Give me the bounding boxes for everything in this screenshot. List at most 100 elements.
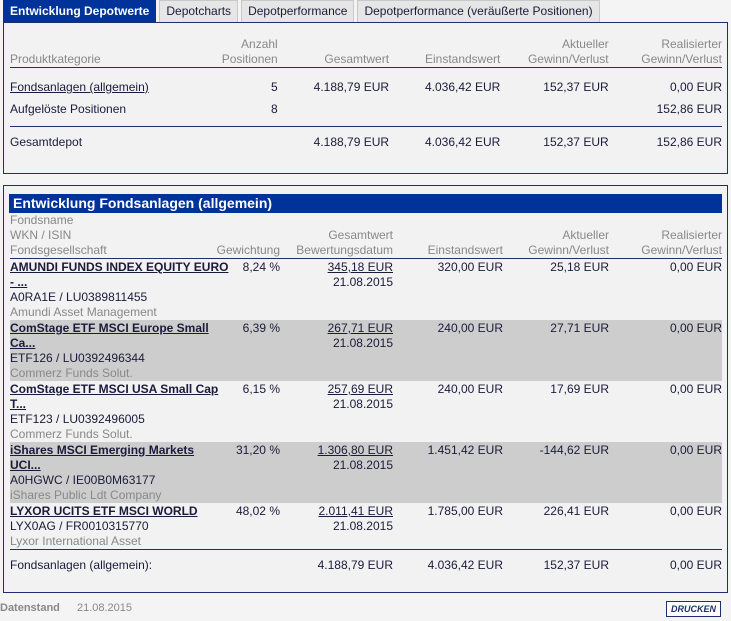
fund-wkn-isin: A0HGWC / IE00B0M63177	[10, 473, 156, 487]
tab-entwicklung-depotwerte[interactable]: Entwicklung Depotwerte	[3, 0, 157, 22]
fund-einstandswert: 320,00 EUR	[437, 260, 503, 274]
fund-company: Amundi Asset Management	[10, 305, 157, 319]
fund-row: iShares MSCI Emerging Markets UCI... A0HG…	[10, 442, 722, 503]
fund-aktuell: 226,41 EUR	[543, 504, 609, 518]
fund-gesamtwert-cell: 345,18 EUR 21.08.2015	[280, 259, 393, 321]
fund-gesamtwert-link[interactable]: 345,18 EUR	[327, 260, 393, 274]
cell-einstandswert	[389, 102, 500, 126]
fund-real: 0,00 EUR	[669, 382, 722, 396]
cell-anzahl: 8	[271, 102, 278, 116]
header-realisierter: Realisierter Gewinn/Verlust	[641, 228, 722, 257]
fund-datum: 21.08.2015	[332, 519, 393, 533]
fund-aktuell: -144,62 EUR	[539, 443, 609, 457]
print-button[interactable]: DRUCKEN	[666, 601, 721, 617]
fund-name-link[interactable]: ComStage ETF MSCI Europe Small Ca...	[10, 321, 209, 350]
link-fondsanlagen[interactable]: Fondsanlagen (allgemein)	[10, 80, 149, 94]
funds-table: Fondsname WKN / ISIN Fondsgesellschaft Gew…	[10, 213, 722, 572]
total-einstandswert: 4.036,42 EUR	[424, 134, 501, 149]
header-produktkategorie: Produktkategorie	[10, 52, 101, 66]
total-einstandswert: 4.036,42 EUR	[427, 558, 503, 572]
fund-gewichtung: 6,39 %	[242, 321, 280, 335]
fund-info: AMUNDI FUNDS INDEX EQUITY EURO - ... A0RA…	[10, 259, 228, 321]
fund-einstandswert: 240,00 EUR	[437, 382, 503, 396]
fund-company: Commerz Funds Solut.	[10, 366, 133, 380]
total-gesamtwert: 4.188,79 EUR	[313, 134, 390, 149]
total-real: 152,86 EUR	[656, 134, 722, 149]
fund-name-link[interactable]: ComStage ETF MSCI USA Small Cap T...	[10, 382, 219, 411]
fund-row: LYXOR UCITS ETF MSCI WORLD LYX0AG / FR00…	[10, 503, 722, 550]
fund-gewichtung: 48,02 %	[235, 504, 280, 518]
total-gesamtwert: 4.188,79 EUR	[317, 558, 393, 572]
fund-company: iShares Public Ldt Company	[10, 488, 162, 502]
fund-gewichtung: 8,24 %	[242, 260, 280, 274]
fund-datum: 21.08.2015	[332, 336, 393, 350]
header-anzahl: Anzahl Positionen	[221, 37, 278, 66]
fund-gesamtwert-link[interactable]: 2.011,41 EUR	[318, 504, 394, 518]
fund-row: ComStage ETF MSCI Europe Small Ca... ETF1…	[10, 320, 722, 381]
overview-table: Produktkategorie Anzahl Positionen Gesamt…	[10, 37, 722, 149]
footer: Datenstand 21.08.2015	[0, 602, 132, 614]
fund-gesamtwert-link[interactable]: 1.306,80 EUR	[317, 443, 393, 457]
cell-gesamtwert: 4.188,79 EUR	[313, 80, 390, 94]
fund-name-link[interactable]: AMUNDI FUNDS INDEX EQUITY EURO - ...	[10, 260, 229, 289]
overview-panel: Produktkategorie Anzahl Positionen Gesamt…	[3, 22, 728, 174]
funds-header: Fondsname WKN / ISIN Fondsgesellschaft Gew…	[10, 213, 722, 259]
fund-info: ComStage ETF MSCI USA Small Cap T... ETF1…	[10, 381, 218, 442]
fund-row: AMUNDI FUNDS INDEX EQUITY EURO - ... A0RA…	[10, 258, 722, 321]
fund-real: 0,00 EUR	[669, 504, 722, 518]
header-realisierter: Realisierter Gewinn/Verlust	[641, 37, 722, 66]
fund-aktuell: 17,69 EUR	[550, 382, 609, 396]
cell-anzahl: 5	[271, 80, 278, 94]
fund-gesamtwert-cell: 267,71 EUR 21.08.2015	[280, 320, 393, 381]
funds-title: Entwicklung Fondsanlagen (allgemein)	[9, 194, 722, 213]
header-gesamtwert: Gesamtwert Bewertungsdatum	[296, 228, 393, 257]
header-aktueller: Aktueller Gewinn/Verlust	[527, 37, 609, 66]
fund-info: LYXOR UCITS ETF MSCI WORLD LYX0AG / FR00…	[10, 503, 210, 550]
total-real: 0,00 EUR	[669, 558, 722, 572]
fund-wkn-isin: ETF126 / LU0392496344	[10, 351, 145, 365]
fund-gesamtwert-cell: 1.306,80 EUR 21.08.2015	[280, 442, 393, 503]
cell-einstandswert: 4.036,42 EUR	[424, 80, 501, 94]
total-aktuell: 152,37 EUR	[543, 134, 609, 149]
cell-real: 152,86 EUR	[656, 102, 722, 116]
fund-real: 0,00 EUR	[669, 321, 722, 335]
tab-depotcharts[interactable]: Depotcharts	[159, 0, 239, 22]
fund-aktuell: 27,71 EUR	[550, 321, 609, 335]
total-aktuell: 152,37 EUR	[543, 558, 609, 572]
fund-einstandswert: 240,00 EUR	[437, 321, 503, 335]
fund-wkn-isin: ETF123 / LU0392496005	[10, 412, 145, 426]
fund-wkn-isin: LYX0AG / FR0010315770	[10, 519, 149, 533]
fund-real: 0,00 EUR	[669, 260, 722, 274]
overview-row: Aufgelöste Positionen 8 152,86 EUR	[10, 102, 722, 126]
fund-name-link[interactable]: LYXOR UCITS ETF MSCI WORLD	[10, 504, 198, 518]
fund-row: ComStage ETF MSCI USA Small Cap T... ETF1…	[10, 381, 722, 442]
fund-gewichtung: 6,15 %	[242, 382, 280, 396]
fund-real: 0,00 EUR	[669, 443, 722, 457]
overview-row: Fondsanlagen (allgemein) 5 4.188,79 EUR …	[10, 80, 722, 102]
funds-total-row: Fondsanlagen (allgemein): 4.188,79 EUR 4…	[10, 558, 722, 572]
fund-datum: 21.08.2015	[332, 275, 393, 289]
header-gewichtung: Gewichtung	[216, 243, 280, 257]
header-einstandswert: Einstandswert	[427, 243, 503, 257]
cell-real: 0,00 EUR	[669, 80, 722, 94]
fund-aktuell: 25,18 EUR	[550, 260, 609, 274]
fund-gesamtwert-cell: 2.011,41 EUR 21.08.2015	[280, 503, 394, 550]
datenstand-date: 21.08.2015	[76, 602, 133, 614]
fund-info: iShares MSCI Emerging Markets UCI... A0HG…	[10, 442, 210, 503]
cell-aktuell: 152,37 EUR	[543, 80, 609, 94]
header-fondsname: Fondsname WKN / ISIN Fondsgesellschaft	[10, 213, 107, 257]
cell-aktuell	[500, 102, 608, 126]
fund-einstandswert: 1.451,42 EUR	[427, 443, 503, 457]
tab-depotperformance[interactable]: Depotperformance	[241, 0, 355, 22]
header-aktueller: Aktueller Gewinn/Verlust	[528, 228, 609, 257]
fund-gesamtwert-link[interactable]: 257,69 EUR	[327, 382, 393, 396]
overview-header: Produktkategorie Anzahl Positionen Gesamt…	[10, 37, 722, 68]
fund-name-link[interactable]: iShares MSCI Emerging Markets UCI...	[10, 443, 195, 472]
tab-depotperformance-veraeusserte[interactable]: Depotperformance (veräußerte Positionen)	[357, 0, 600, 22]
datenstand-label: Datenstand	[0, 602, 60, 614]
header-einstandswert: Einstandswert	[424, 52, 501, 66]
fund-datum: 21.08.2015	[332, 458, 393, 472]
fund-gesamtwert-link[interactable]: 267,71 EUR	[327, 321, 393, 335]
tab-bar: Entwicklung Depotwerte Depotcharts Depot…	[3, 0, 603, 22]
overview-total-row: Gesamtdepot 4.188,79 EUR 4.036,42 EUR 15…	[10, 135, 722, 149]
